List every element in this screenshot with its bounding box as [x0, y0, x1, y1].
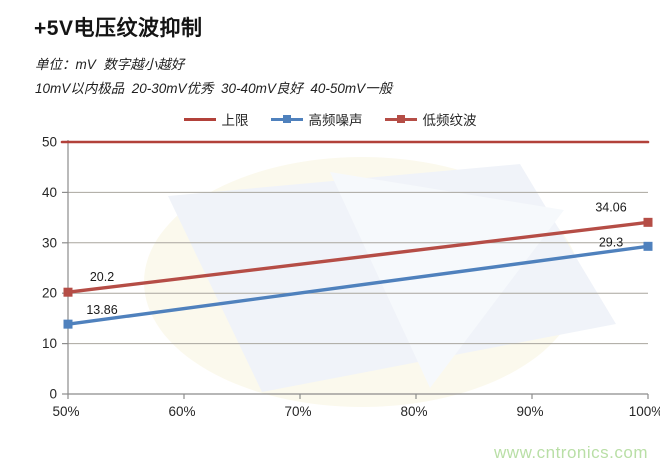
legend-line-marker-swatch	[270, 112, 303, 126]
x-tick-label: 80%	[400, 404, 427, 419]
data-label: 29.3	[599, 235, 623, 249]
y-tick-label: 0	[49, 387, 57, 402]
series-1-marker	[643, 241, 653, 251]
data-label: 34.06	[595, 200, 626, 214]
x-tick-label: 90%	[516, 404, 543, 419]
y-tick-label: 40	[42, 185, 57, 200]
x-tick-label: 70%	[284, 404, 311, 419]
legend-line-marker-swatch	[384, 112, 417, 126]
chart-title: +5V电压纹波抑制	[34, 17, 203, 40]
data-label: 20.2	[90, 270, 114, 284]
series-line-1	[66, 244, 650, 326]
y-tick-label: 30	[42, 235, 57, 250]
legend-label: 上限	[221, 113, 249, 128]
y-tick-label: 10	[42, 336, 57, 351]
chart-legend: 上限 高频噪声 低频纹波	[0, 109, 660, 129]
series-1-marker	[63, 319, 73, 329]
data-label: 13.86	[86, 303, 117, 317]
y-tick-label: 20	[42, 286, 57, 301]
legend-label: 低频纹波	[422, 113, 477, 128]
background-logo-watermark	[144, 157, 616, 407]
legend-item-hf-noise: 高频噪声	[270, 109, 363, 129]
series-2-marker	[643, 217, 653, 227]
legend-line-swatch	[183, 112, 216, 126]
site-watermark-text: www.cntronics.com	[494, 443, 648, 462]
x-tick-label: 60%	[168, 404, 195, 419]
y-tick-label: 50	[42, 135, 57, 150]
x-tick-label: 50%	[52, 404, 79, 419]
x-tick-label: 100%	[629, 404, 660, 419]
series-line-2	[66, 220, 650, 294]
subtitle-grading-scale: 10mV以内极品 20-30mV优秀 30-40mV良好 40-50mV一般	[35, 81, 393, 96]
legend-label: 高频噪声	[308, 113, 363, 128]
series-2-marker	[63, 287, 73, 297]
legend-item-lf-ripple: 低频纹波	[384, 109, 477, 129]
legend-item-upper-limit: 上限	[183, 109, 249, 129]
subtitle-unit: 单位：mV 数字越小越好	[35, 57, 185, 72]
